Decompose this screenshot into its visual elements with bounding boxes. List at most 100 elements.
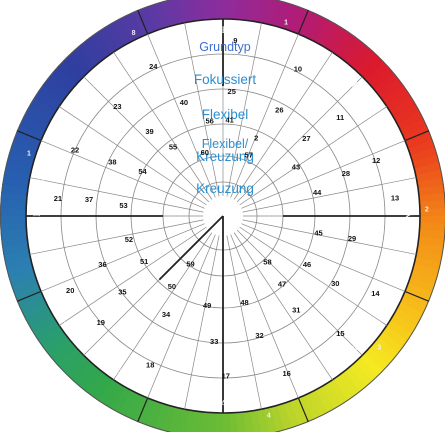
color-wedge: [2, 175, 32, 189]
grid-spoke: [242, 219, 417, 255]
color-wedge: [352, 356, 378, 383]
color-wedge: [4, 160, 35, 176]
color-wedge: [408, 269, 438, 287]
segment-boundary: [404, 290, 430, 302]
color-wedge: [111, 18, 133, 48]
color-wedge: [362, 346, 389, 373]
cell-number: 12: [372, 156, 380, 165]
color-wedge: [410, 154, 440, 171]
color-wedge: [61, 350, 88, 377]
color-wedge: [152, 401, 170, 431]
grid-spoke: [226, 235, 262, 410]
ring-label: Kreuzung: [196, 181, 254, 196]
outer-number: 8: [132, 30, 136, 37]
cell-number: 22: [71, 146, 79, 155]
cell-number: 52: [125, 235, 133, 244]
color-wedge: [19, 116, 49, 137]
color-wedge: [10, 274, 40, 293]
color-wedge: [314, 19, 336, 48]
color-wedge: [343, 40, 368, 68]
segment-boundary: [137, 9, 149, 35]
color-wedge: [68, 49, 94, 76]
cell-number: 2: [254, 133, 258, 142]
segment-boundary: [404, 130, 430, 142]
cell-number: 28: [342, 169, 350, 178]
color-wedge: [288, 396, 307, 427]
cell-number: 41: [226, 116, 234, 125]
grid-spoke: [241, 140, 406, 209]
color-wedge: [33, 90, 63, 113]
cell-number: 48: [240, 298, 248, 307]
color-wedge: [0, 214, 29, 224]
color-wedge: [384, 91, 413, 114]
color-wedge: [275, 401, 292, 431]
segment-boundary: [16, 130, 42, 142]
color-wedge: [8, 145, 38, 163]
cell-number: 10: [294, 64, 302, 73]
cell-number: 19: [97, 318, 105, 327]
color-wedge: [104, 22, 127, 51]
color-wedge: [160, 403, 176, 432]
cell-number: 15: [336, 329, 344, 338]
color-wedge: [38, 83, 67, 107]
color-wedge: [21, 300, 51, 321]
grid-spoke: [113, 52, 213, 200]
grid-spoke: [236, 229, 363, 356]
color-wedge: [391, 307, 420, 329]
grid-spoke: [59, 106, 207, 206]
color-wedge: [146, 3, 165, 33]
color-wedge: [411, 256, 442, 272]
color-wedge: [330, 373, 355, 402]
cell-number: 45: [314, 228, 322, 237]
grid-spoke: [113, 232, 213, 380]
color-wedge: [125, 11, 145, 41]
color-wedge: [371, 336, 399, 361]
outer-number: 1: [27, 150, 31, 157]
ring-labels: Grundtyp Fokussiert Flexibel Flexibel/Kreuz…: [194, 40, 257, 196]
color-wedge: [98, 26, 121, 55]
color-wedge: [235, 409, 246, 432]
color-wedge: [161, 0, 178, 29]
cell-number: 9: [233, 36, 237, 45]
color-wedge: [353, 50, 380, 77]
outer-number: 4: [267, 412, 271, 419]
color-wedge: [4, 255, 34, 270]
color-wedge: [326, 26, 349, 56]
color-wedge: [348, 45, 374, 73]
color-wedge: [408, 147, 438, 164]
cell-number: 23: [113, 102, 121, 111]
cell-number: 25: [228, 87, 236, 96]
color-wedge: [46, 334, 74, 360]
cell-number: 49: [203, 301, 211, 310]
cell-number: 55: [169, 143, 177, 152]
grid-spoke: [184, 235, 220, 410]
cell-number: 13: [391, 193, 399, 202]
grid-spoke: [230, 33, 299, 198]
color-wedge: [283, 3, 301, 34]
grid-spoke: [184, 22, 220, 197]
cell-number: 51: [140, 257, 148, 266]
cell-number: 57: [245, 151, 253, 160]
cell-number: 58: [263, 258, 271, 267]
cell-number: 21: [54, 194, 62, 203]
color-wedge: [41, 329, 70, 354]
color-wedge: [91, 30, 116, 59]
color-wedge: [145, 398, 163, 429]
cell-number: 59: [186, 260, 194, 269]
grid-spoke: [239, 106, 387, 206]
color-wedge: [66, 355, 93, 382]
color-wedge: [414, 243, 444, 257]
color-wedge: [223, 0, 233, 22]
color-wedge: [42, 77, 71, 102]
grid-spoke: [242, 177, 417, 213]
color-wedge: [383, 319, 413, 342]
cell-number: 32: [255, 331, 263, 340]
cell-number: 46: [303, 260, 311, 269]
color-wedge: [118, 14, 139, 44]
grid-spoke: [83, 76, 210, 203]
cell-number: 53: [119, 201, 127, 210]
color-wedge: [263, 0, 279, 28]
color-wedge: [413, 249, 443, 264]
